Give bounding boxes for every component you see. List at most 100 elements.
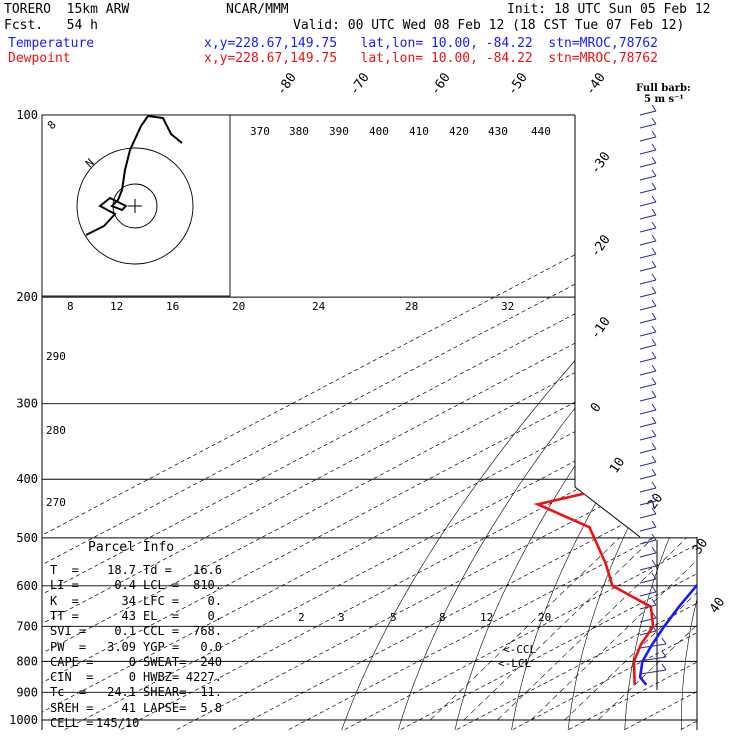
theta-label: 410 bbox=[409, 125, 429, 138]
parcel-info-cell: 0. bbox=[207, 593, 222, 608]
forecast-hour: Fcst. 54 h bbox=[4, 18, 98, 33]
wind-barb bbox=[639, 364, 657, 376]
wind-barb bbox=[639, 533, 657, 545]
mixing-ratio-line bbox=[530, 537, 697, 721]
wind-barb bbox=[639, 559, 657, 571]
isotherm-label: -40 bbox=[583, 70, 609, 98]
barb-title: Full barb: bbox=[636, 83, 691, 94]
mixing-ratio-label: 8 bbox=[439, 611, 446, 624]
wind-barb bbox=[639, 598, 657, 610]
wind-barb bbox=[639, 156, 657, 168]
parcel-info-cell: LI = bbox=[50, 578, 79, 593]
parcel-info-cell: YGP = bbox=[143, 639, 180, 654]
pressure-tick-label: 100 bbox=[16, 108, 38, 122]
theta-left-label: 270 bbox=[46, 496, 66, 509]
dry-adiabat bbox=[567, 127, 697, 730]
parcel-info-cell: HWBZ= bbox=[143, 670, 180, 685]
parcel-info-cell: SHEAR= bbox=[143, 685, 187, 700]
wind-barb bbox=[639, 273, 657, 285]
wind-barb bbox=[639, 546, 657, 558]
wind-barb bbox=[639, 429, 657, 441]
wind-barb bbox=[639, 182, 657, 194]
parcel-info-cell: LAPSE= bbox=[143, 700, 187, 715]
hodograph-ring-label: 32 bbox=[501, 300, 514, 313]
wind-barb bbox=[639, 104, 657, 116]
pressure-tick-label: 200 bbox=[16, 290, 38, 304]
wind-barb bbox=[639, 117, 657, 129]
wind-barb bbox=[639, 442, 657, 454]
theta-left-label: 290 bbox=[46, 350, 66, 363]
isotherm-label: -60 bbox=[428, 70, 454, 98]
parcel-info-cell: CCL = bbox=[143, 624, 180, 639]
wind-barb bbox=[639, 468, 657, 480]
mixing-ratio-line bbox=[597, 537, 697, 721]
dry-adiabat bbox=[624, 127, 697, 730]
wind-barb bbox=[639, 312, 657, 324]
parcel-info-cell: 0.0 bbox=[200, 639, 222, 654]
parcel-info-cell: 4227. bbox=[185, 670, 222, 685]
wind-barb bbox=[639, 351, 657, 363]
wind-barb bbox=[639, 234, 657, 246]
parcel-info-cell: 16.6 bbox=[193, 563, 222, 577]
isotherm-label: -50 bbox=[505, 70, 531, 98]
parcel-info-cell: 810. bbox=[193, 578, 222, 593]
valid-time: Valid: 00 UTC Wed 08 Feb 12 (18 CST Tue … bbox=[293, 18, 685, 33]
parcel-info-title: Parcel Info bbox=[88, 540, 175, 555]
wind-barb bbox=[639, 286, 657, 298]
wind-barb bbox=[639, 260, 657, 272]
isotherm bbox=[674, 115, 697, 730]
dry-adiabat bbox=[397, 127, 697, 730]
theta-label: 440 bbox=[531, 125, 551, 138]
pressure-tick-label: 600 bbox=[16, 579, 38, 593]
parcel-info-cell: SWEAT= bbox=[143, 654, 187, 669]
parcel-info-cell: 43 bbox=[121, 608, 136, 623]
mixing-ratio-line bbox=[463, 537, 654, 721]
wind-barb bbox=[639, 221, 657, 233]
parcel-info-cell: 0 bbox=[128, 654, 136, 669]
isotherm-label: 40 bbox=[707, 595, 728, 616]
theta-label: 420 bbox=[449, 125, 469, 138]
mixing-ratio-label: 20 bbox=[538, 611, 551, 624]
lcl-label: <-LCL bbox=[498, 657, 531, 670]
isotherm bbox=[506, 115, 697, 730]
isotherm-label: 0 bbox=[588, 400, 605, 415]
parcel-info-cell: Td = bbox=[143, 563, 172, 577]
temperature-legend: Temperature bbox=[8, 36, 95, 51]
wind-barb bbox=[639, 507, 657, 519]
isotherm bbox=[338, 115, 697, 730]
pressure-tick-label: 700 bbox=[16, 619, 38, 633]
ccl-label: <-CCL bbox=[503, 643, 536, 656]
parcel-info-cell: K = bbox=[50, 593, 79, 608]
mixing-ratio-label: 2 bbox=[298, 611, 305, 624]
wind-barb bbox=[639, 403, 657, 415]
theta-label: 390 bbox=[329, 125, 349, 138]
parcel-info-cell: 41 bbox=[121, 700, 136, 715]
isotherm bbox=[562, 115, 697, 730]
isotherm bbox=[226, 115, 697, 730]
parcel-info-cell: 0. bbox=[207, 608, 222, 623]
parcel-info-cell: 11. bbox=[200, 685, 222, 700]
mixing-ratio-label: 3 bbox=[338, 611, 345, 624]
pressure-tick-label: 800 bbox=[16, 654, 38, 668]
parcel-info-cell: 0.4 bbox=[114, 578, 136, 593]
isotherm bbox=[450, 115, 697, 730]
pressure-tick-label: 300 bbox=[16, 397, 38, 411]
parcel-info-cell: 18.7 bbox=[107, 563, 136, 577]
theta-label: 370 bbox=[250, 125, 270, 138]
parcel-info-cell: T = bbox=[50, 563, 79, 577]
isotherm bbox=[731, 102, 740, 733]
theta-label: 400 bbox=[369, 125, 389, 138]
wind-barb bbox=[639, 572, 657, 584]
isotherm-label: -30 bbox=[588, 149, 614, 177]
hodograph-ring-label: 20 bbox=[232, 300, 245, 313]
dry-adiabat bbox=[681, 127, 697, 730]
pressure-tick-label: 1000 bbox=[9, 713, 38, 727]
wind-barb bbox=[639, 455, 657, 467]
isotherm bbox=[170, 115, 697, 730]
parcel-info-cell: PW = bbox=[50, 639, 87, 654]
parcel-info-cell: TT = bbox=[50, 608, 79, 623]
parcel-info-cell: CAPE = bbox=[50, 654, 94, 669]
mixing-ratio-label: 12 bbox=[480, 611, 493, 624]
isotherm bbox=[394, 115, 697, 730]
parcel-info-cell: EL = bbox=[143, 608, 180, 623]
